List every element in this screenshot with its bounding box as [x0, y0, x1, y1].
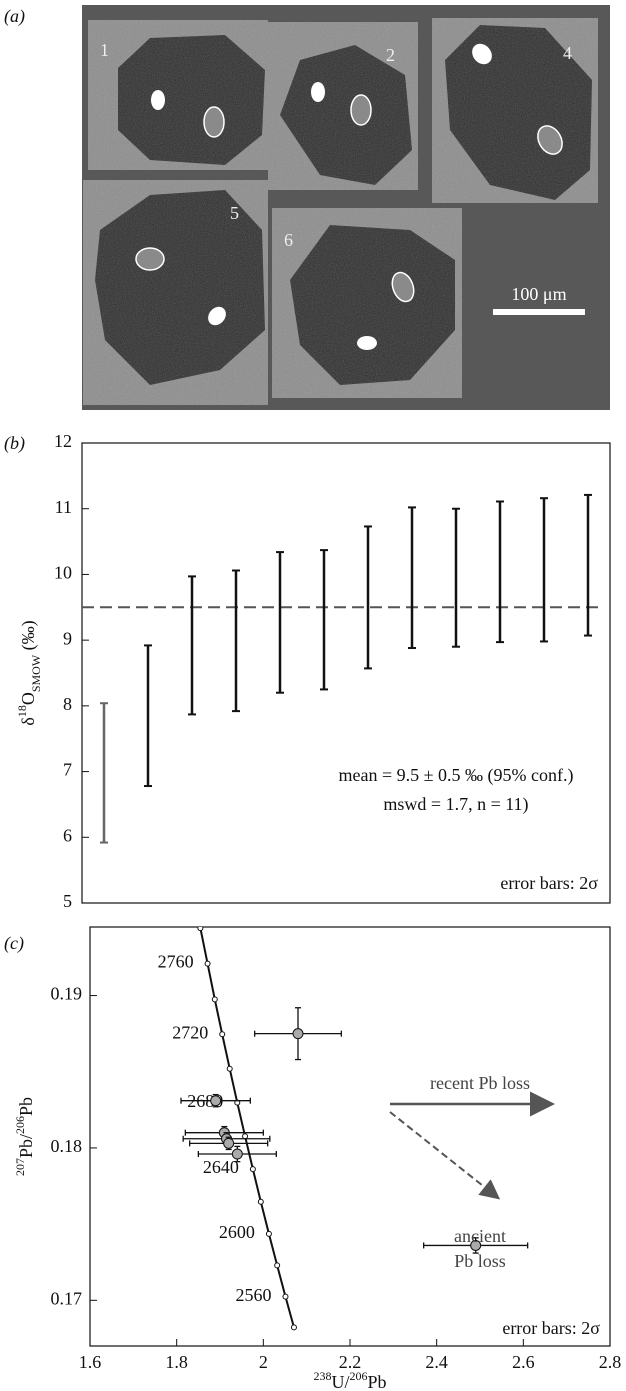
concordia-age-marker [219, 1031, 226, 1038]
error-bar [188, 575, 196, 716]
grain-label: 1 [100, 40, 109, 60]
annotation: mean = 9.5 ± 0.5 ‰ (95% conf.) [339, 765, 574, 786]
axis-label-part: O [18, 692, 38, 705]
arrow [389, 1111, 501, 1200]
concordia-age-marker [274, 1262, 281, 1269]
y-tick-label: 0.17 [51, 1288, 83, 1308]
error-bar [364, 525, 372, 670]
x-tick-label: 1.8 [165, 1352, 188, 1372]
concordia-age-marker [249, 1166, 256, 1173]
concordia-age-marker [257, 1198, 264, 1205]
error-bar [320, 549, 328, 691]
annotation: recent Pb loss [430, 1073, 530, 1093]
concordia-age-marker [197, 927, 204, 932]
axis-label-part: 206 [349, 1369, 367, 1383]
error-bar [144, 644, 152, 788]
axis-label-part: U/ [331, 1372, 349, 1391]
concordia-age-marker [226, 1065, 233, 1072]
concordia-age-marker [290, 1324, 297, 1331]
point [292, 1028, 304, 1040]
age-label: 2720 [172, 1022, 208, 1042]
error-bar [276, 551, 284, 694]
point [231, 1148, 243, 1160]
y-tick-label: 0.19 [51, 984, 83, 1004]
concordia-age-marker [282, 1293, 289, 1300]
data-point [254, 1007, 342, 1061]
sem-image-panel: 1 2 4 5 6 100 μm [82, 5, 610, 410]
axis-label-part: 18 [15, 705, 29, 717]
y-tick-label: 11 [55, 497, 72, 517]
annotation: ancient [454, 1226, 506, 1246]
x-tick-label: 2 [259, 1352, 268, 1372]
y-tick-label: 5 [63, 891, 72, 911]
axis-label-part: SMOW [29, 654, 43, 692]
x-tick-label: 2.6 [512, 1352, 535, 1372]
error-bar [540, 497, 548, 643]
data-point [423, 1237, 529, 1254]
panel-label: (c) [4, 933, 24, 954]
axis-label-part: Pb [16, 1097, 36, 1116]
axis-label: 238U/206Pb [313, 1369, 386, 1391]
axis-label: 207Pb/206Pb [13, 1097, 36, 1176]
age-label: 2640 [203, 1157, 239, 1177]
age-label: 2600 [219, 1222, 255, 1242]
grain-tiles [83, 18, 598, 405]
x-tick-label: 2.4 [425, 1352, 448, 1372]
point [470, 1239, 482, 1251]
annotation: Pb loss [454, 1251, 506, 1271]
concordia-curve [199, 927, 295, 1328]
panel-label: (a) [4, 6, 25, 27]
error-note: error bars: 2σ [500, 873, 598, 893]
error-bar [408, 506, 416, 650]
x-tick-label: 1.6 [79, 1352, 102, 1372]
annotation: mswd = 1.7, n = 11) [383, 794, 528, 815]
grain-label: 6 [284, 230, 293, 250]
y-tick-label: 6 [63, 825, 72, 845]
age-label: 2560 [235, 1285, 271, 1305]
panel-label: (b) [4, 433, 25, 454]
axis-label-part: Pb/ [16, 1134, 36, 1158]
concordia-age-marker [211, 996, 218, 1003]
y-tick-label: 9 [63, 628, 72, 648]
x-tick-label: 2.8 [599, 1352, 622, 1372]
error-bar [452, 507, 460, 648]
x-tick-label: 2.2 [339, 1352, 362, 1372]
error-bar [584, 493, 592, 637]
error-note: error bars: 2σ [502, 1318, 600, 1338]
data-point [180, 1093, 251, 1108]
scale-bar-label: 100 μm [511, 284, 566, 304]
grain-label: 4 [563, 43, 572, 63]
error-bar [232, 569, 240, 713]
y-tick-label: 12 [54, 431, 72, 451]
axis-label-part: δ [18, 717, 38, 725]
scale-bar [493, 309, 585, 315]
point [223, 1137, 235, 1149]
axis-label: δ18OSMOW (‰) [15, 620, 43, 725]
point [210, 1095, 222, 1107]
grain-label: 5 [230, 203, 239, 223]
y-tick-label: 10 [54, 563, 72, 583]
y-tick-label: 7 [63, 760, 72, 780]
axis-label-part: (‰) [18, 620, 39, 655]
axis-label-part: 206 [13, 1116, 27, 1134]
concordia-age-marker [242, 1133, 249, 1140]
plot-frame [89, 926, 611, 1347]
y-tick-label: 8 [63, 694, 72, 714]
plot-frame [81, 442, 611, 904]
axis-label-part: 207 [13, 1158, 27, 1176]
axis-label-part: Pb [367, 1372, 386, 1391]
data-point [189, 1136, 269, 1151]
error-bar [100, 702, 108, 844]
grain-label: 2 [386, 45, 395, 65]
concordia-age-marker [265, 1230, 272, 1237]
y-tick-label: 0.18 [51, 1136, 83, 1156]
data-point [197, 1145, 277, 1163]
error-bar [496, 500, 504, 644]
age-label: 2760 [158, 952, 194, 972]
axis-label-part: 238 [313, 1369, 331, 1383]
concordia-age-marker [204, 960, 211, 967]
